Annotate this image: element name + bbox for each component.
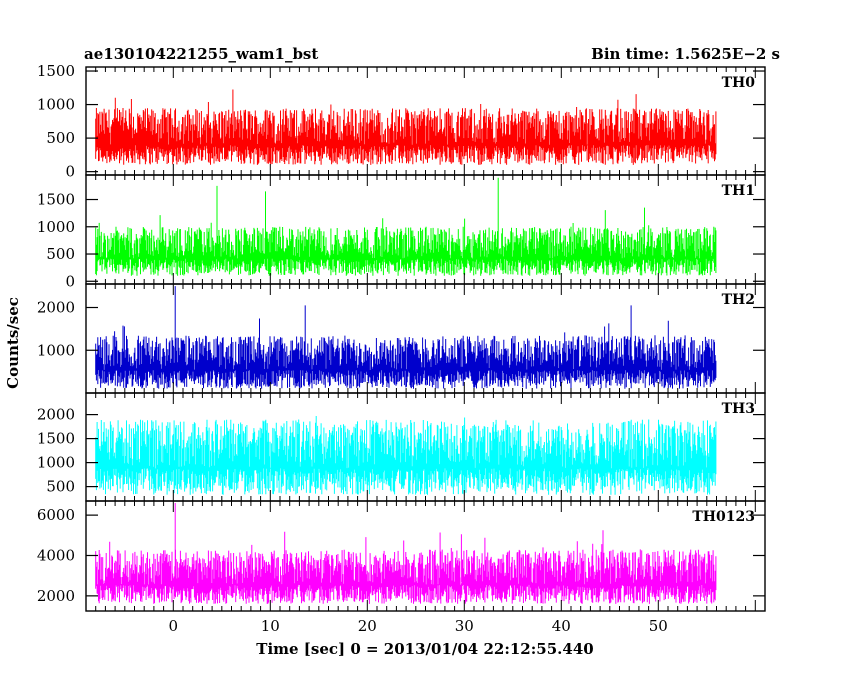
- panel-th0123: 2000 4000 6000 TH0123: [37, 500, 766, 612]
- y-tick-label: 1000: [37, 454, 75, 472]
- y-tick-label: 0: [65, 163, 75, 181]
- x-tick-label: 0: [169, 617, 179, 635]
- y-tick-label: 1000: [37, 218, 75, 236]
- x-tick-label: 50: [649, 617, 668, 635]
- series-th0123-trace: [95, 503, 717, 604]
- series-th0-trace: [95, 89, 717, 165]
- y-tick-label: 1000: [37, 341, 75, 359]
- series-th3-trace: [95, 416, 717, 495]
- source-name-label: ae130104221255_wam1_bst: [84, 45, 318, 63]
- panel-name-label: TH0123: [692, 509, 755, 525]
- y-tick-label: 4000: [37, 546, 75, 564]
- y-axis-title: Counts/sec: [4, 297, 22, 389]
- panel-name-label: TH2: [722, 292, 755, 308]
- y-tick-label: 500: [46, 478, 75, 496]
- y-tick-label: 1500: [37, 62, 75, 80]
- panel-name-label: TH1: [722, 183, 755, 199]
- y-tick-label: 1500: [37, 191, 75, 209]
- x-tick-label: 40: [552, 617, 571, 635]
- y-tick-label: 1500: [37, 430, 75, 448]
- panel-th3: 500 1000 1500 2000 TH3: [37, 392, 766, 502]
- panel-th1: 0 500 1000 1500 TH1: [37, 174, 766, 290]
- x-axis-title: Time [sec] 0 = 2013/01/04 22:12:55.440: [256, 640, 593, 658]
- y-tick-label: 500: [46, 129, 75, 147]
- panel-name-label: TH3: [722, 401, 755, 417]
- y-tick-label: 6000: [37, 506, 75, 524]
- x-tick-label: 30: [455, 617, 474, 635]
- y-tick-label: 2000: [37, 299, 75, 317]
- y-tick-label: 1000: [37, 96, 75, 114]
- y-tick-label: 2000: [37, 587, 75, 605]
- x-tick-label: 10: [261, 617, 280, 635]
- y-tick-label: 500: [46, 245, 75, 263]
- panel-th0: 0 500 1000 1500 TH0: [37, 62, 766, 181]
- series-th2-trace: [95, 286, 717, 389]
- x-tick-label: 20: [358, 617, 377, 635]
- panel-frame: [85, 500, 766, 612]
- y-tick-label: 0: [65, 272, 75, 290]
- y-tick-label: 2000: [37, 406, 75, 424]
- panel-th2: 1000 2000 TH2: [37, 283, 766, 394]
- panel-name-label: TH0: [722, 75, 756, 91]
- series-th1-trace: [95, 177, 717, 276]
- bin-time-label: Bin time: 1.5625E−2 s: [591, 45, 780, 63]
